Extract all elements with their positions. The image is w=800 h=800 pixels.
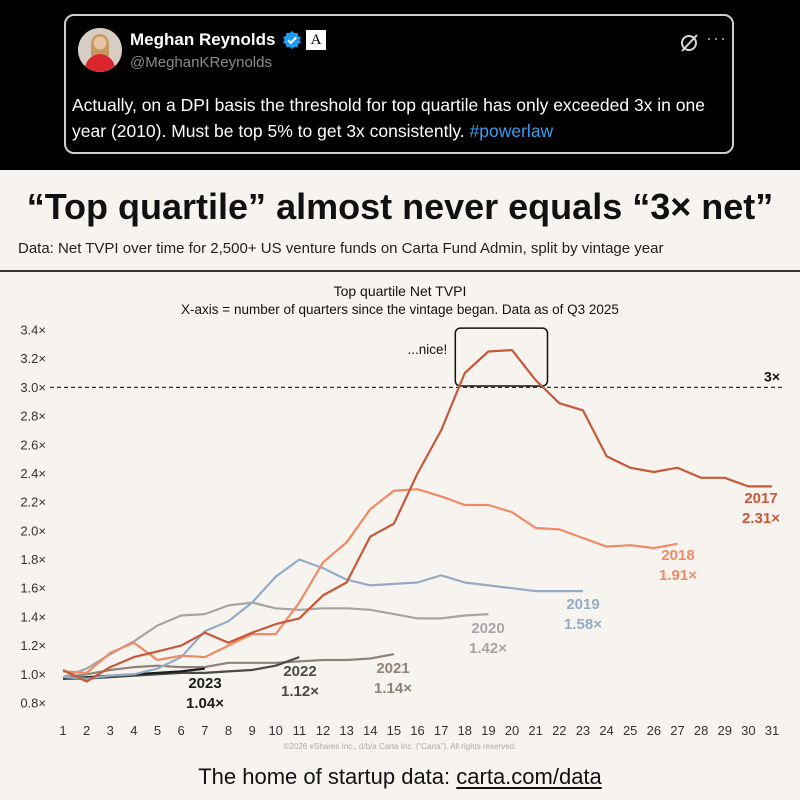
x-tick-label: 5 <box>154 723 161 738</box>
footer: The home of startup data: carta.com/data <box>0 764 800 790</box>
hashtag-link[interactable]: #powerlaw <box>469 121 554 141</box>
x-tick-label: 28 <box>694 723 708 738</box>
x-tick-label: 31 <box>765 723 779 738</box>
x-tick-label: 11 <box>293 723 307 738</box>
series-value-2022: 1.12× <box>281 683 319 700</box>
x-tick-label: 20 <box>505 723 519 738</box>
reference-layer: 3× ...nice! <box>50 327 784 388</box>
x-tick-label: 3 <box>107 723 114 738</box>
peak-highlight-box <box>454 327 549 387</box>
x-tick-label: 17 <box>434 723 448 738</box>
tvpi-line-chart: 0.8× 1.0× 1.2× 1.4× 1.6× 1.8× 2.0× 2.2× 2.4× 2.6×… <box>20 323 784 738</box>
x-tick-label: 25 <box>623 723 637 738</box>
nice-annotation: ...nice! <box>408 342 448 357</box>
copyright: ©2026 eShares Inc., d/b/a Carta Inc. (“C… <box>283 742 517 751</box>
x-tick-label: 13 <box>339 723 353 738</box>
x-tick-label: 19 <box>481 723 495 738</box>
x-tick-label: 7 <box>201 723 208 738</box>
series-label-2020: 2020 <box>471 620 504 637</box>
x-tick-label: 6 <box>178 723 185 738</box>
series-line-2021 <box>62 653 395 679</box>
x-tick-label: 10 <box>268 723 282 738</box>
data-subtitle: Data: Net TVPI over time for 2,500+ US v… <box>18 240 664 257</box>
x-axis: 1 2 3 4 5 6 7 8 9 10 11 12 13 14 15 16 17 18 19 20 21 22 23 24 2… <box>59 723 779 738</box>
series-label-2023: 2023 <box>188 675 221 692</box>
y-tick-label: 3.2× <box>20 351 46 366</box>
y-tick-label: 1.2× <box>20 638 46 653</box>
chart-title: Top quartile Net TVPI <box>333 283 467 299</box>
series-line-2020 <box>62 601 489 679</box>
y-tick-label: 3.0× <box>20 380 46 395</box>
series-label-2019: 2019 <box>566 596 599 613</box>
footer-link[interactable]: carta.com/data <box>456 764 602 789</box>
x-tick-label: 15 <box>387 723 401 738</box>
x-tick-label: 24 <box>599 723 613 738</box>
x-tick-label: 29 <box>717 723 731 738</box>
x-tick-label: 14 <box>363 723 377 738</box>
avatar[interactable] <box>78 28 122 72</box>
x-tick-label: 1 <box>59 723 66 738</box>
y-axis: 0.8× 1.0× 1.2× 1.4× 1.6× 1.8× 2.0× 2.2× 2.4× 2.6×… <box>20 323 46 711</box>
grok-icon[interactable] <box>678 32 700 54</box>
x-tick-label: 4 <box>130 723 137 738</box>
series-value-2017: 2.31× <box>742 510 780 527</box>
x-tick-label: 12 <box>316 723 330 738</box>
series-value-2021: 1.14× <box>374 680 412 697</box>
reference-line-label: 3× <box>764 368 780 384</box>
x-tick-label: 18 <box>458 723 472 738</box>
y-tick-label: 1.0× <box>20 667 46 682</box>
x-tick-label: 21 <box>528 723 542 738</box>
affiliation-badge-icon[interactable]: A <box>306 30 326 50</box>
y-tick-label: 1.4× <box>20 609 46 624</box>
chart-subtitle: X-axis = number of quarters since the vi… <box>181 302 619 317</box>
series-value-2018: 1.91× <box>659 567 697 584</box>
series-label-2017: 2017 <box>744 490 777 507</box>
series-label-2018: 2018 <box>661 547 694 564</box>
series-label-2021: 2021 <box>376 660 409 677</box>
author-handle[interactable]: @MeghanKReynolds <box>130 54 272 71</box>
series-value-2023: 1.04× <box>186 695 224 712</box>
more-icon[interactable]: ··· <box>706 28 727 48</box>
series-value-2019: 1.58× <box>564 616 602 633</box>
series-label-2022: 2022 <box>283 663 316 680</box>
avatar-image <box>78 28 122 72</box>
y-tick-label: 2.2× <box>20 495 46 510</box>
x-tick-label: 16 <box>410 723 424 738</box>
series-label-layer: 2017 2.31× 2018 1.91× 2019 1.58× 2020 1.42× 2021… <box>186 490 780 712</box>
divider <box>0 270 800 272</box>
x-tick-label: 30 <box>741 723 755 738</box>
footer-prefix: The home of startup data: <box>198 764 457 789</box>
verified-badge-icon <box>283 31 301 49</box>
x-tick-label: 27 <box>670 723 684 738</box>
headline: “Top quartile” almost never equals “3× n… <box>26 186 774 227</box>
y-tick-label: 0.8× <box>20 696 46 711</box>
y-tick-label: 2.0× <box>20 523 46 538</box>
series-layer <box>62 349 772 683</box>
y-tick-label: 1.8× <box>20 552 46 567</box>
series-line-2017 <box>62 349 772 683</box>
y-tick-label: 2.8× <box>20 409 46 424</box>
tweet-band: Meghan Reynolds A @MeghanKReynolds ··· A… <box>0 0 800 170</box>
tweet-body: Actually, on a DPI basis the threshold f… <box>72 95 705 141</box>
tweet-card[interactable]: Meghan Reynolds A @MeghanKReynolds ··· A… <box>64 14 734 154</box>
x-tick-label: 26 <box>647 723 661 738</box>
x-tick-label: 2 <box>83 723 90 738</box>
y-tick-label: 2.4× <box>20 466 46 481</box>
y-tick-label: 2.6× <box>20 437 46 452</box>
x-tick-label: 22 <box>552 723 566 738</box>
x-tick-label: 8 <box>225 723 232 738</box>
series-line-2019 <box>62 558 583 680</box>
series-value-2020: 1.42× <box>469 640 507 657</box>
tweet-text: Actually, on a DPI basis the threshold f… <box>72 92 732 144</box>
author-name[interactable]: Meghan Reynolds <box>130 30 276 49</box>
x-tick-label: 23 <box>576 723 590 738</box>
x-tick-label: 9 <box>248 723 255 738</box>
y-tick-label: 3.4× <box>20 323 46 338</box>
series-line-2018 <box>62 488 678 675</box>
y-tick-label: 1.6× <box>20 581 46 596</box>
